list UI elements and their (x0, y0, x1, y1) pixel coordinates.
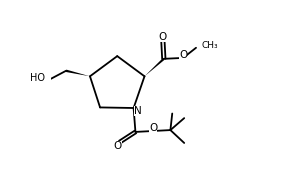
Polygon shape (144, 58, 165, 76)
Text: O: O (159, 32, 167, 42)
Text: N: N (134, 106, 142, 116)
Polygon shape (66, 70, 90, 76)
Text: O: O (149, 123, 157, 133)
Text: CH₃: CH₃ (202, 41, 218, 50)
Text: O: O (114, 141, 122, 151)
Text: HO: HO (30, 73, 45, 83)
Text: O: O (179, 50, 187, 60)
